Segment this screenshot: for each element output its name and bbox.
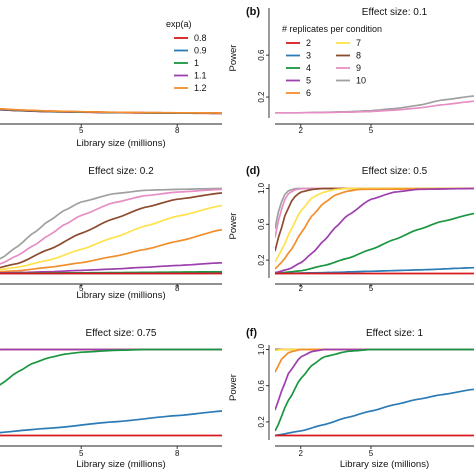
x-tick-label: 8	[175, 126, 180, 135]
series-line-10	[275, 187, 474, 229]
panel-title: Effect size: 0.2	[88, 166, 154, 177]
y-axis-label: Power	[228, 45, 239, 72]
y-tick-label: 0.6	[257, 49, 266, 61]
panel-label: (d)	[246, 165, 260, 177]
series-line-3	[275, 388, 474, 437]
panel-label: (b)	[246, 6, 260, 18]
series-group	[275, 348, 474, 437]
series-line-6	[275, 348, 474, 373]
series-line-9	[275, 187, 474, 238]
series-line-10	[0, 187, 222, 260]
y-tick-label: 1.0	[257, 343, 266, 355]
x-tick-label: 5	[79, 284, 84, 293]
panel-title: Effect size: 0.1	[362, 7, 428, 18]
series-group	[0, 348, 222, 437]
series-group	[0, 187, 222, 275]
series-line-1.2	[0, 107, 222, 114]
series-group	[275, 187, 474, 275]
x-axis-label: Library size (millions)	[340, 459, 429, 470]
x-tick-label: 2	[299, 284, 304, 293]
x-tick-label: 5	[369, 449, 374, 458]
series-line-4	[0, 348, 222, 386]
panel-title: Effect size: 0.5	[362, 166, 428, 177]
panel-title: Effect size: 0.75	[86, 328, 157, 339]
series-line-6	[275, 187, 474, 270]
x-tick-label: 5	[369, 284, 374, 293]
y-axis-label: Power	[228, 213, 239, 240]
legend-label: 3	[306, 51, 311, 61]
series-line-5	[0, 261, 222, 274]
legend-label: 1	[194, 58, 199, 68]
series-group	[0, 107, 222, 115]
x-axis-label: Library size (millions)	[76, 290, 165, 301]
x-tick-label: 5	[79, 449, 84, 458]
series-group	[275, 95, 474, 114]
series-line-7	[275, 187, 474, 263]
series-line-8	[0, 192, 222, 269]
series-line-7	[0, 204, 222, 271]
x-tick-label: 8	[175, 449, 180, 458]
legend-label: 10	[356, 76, 366, 86]
legend-label: 9	[356, 63, 361, 73]
panel-title: Effect size: 1	[366, 328, 424, 339]
series-line-9	[275, 100, 474, 114]
y-tick-label: 0.2	[257, 416, 266, 428]
x-tick-label: 5	[79, 126, 84, 135]
panel-1: 258Library size (millions)exp(a)0.80.911…	[0, 19, 222, 149]
panel-6: 2 5 0.2 0.6 1.0 Effect size: 1 (f) Library size…	[228, 327, 474, 470]
y-tick-label: 0.6	[257, 380, 266, 392]
legend: # replicates per condition 2 3 4 5 6 7 8 9 10	[282, 24, 382, 98]
series-line-4	[275, 348, 474, 432]
y-tick-label: 1.0	[257, 182, 266, 194]
y-tick-label: 0.2	[257, 254, 266, 266]
series-line-9	[0, 188, 222, 265]
legend-label: 0.8	[194, 33, 207, 43]
y-tick-label: 0.6	[257, 218, 266, 230]
series-line-6	[0, 228, 222, 273]
panel-2: 2 5 0.2 0.6 Effect size: 0.1 (b) Power # replic…	[228, 6, 474, 135]
legend-label: 1.1	[194, 71, 207, 81]
x-tick-label: 8	[175, 284, 180, 293]
legend-label: 2	[306, 38, 311, 48]
y-tick-label: 0.2	[257, 91, 266, 103]
legend-label: 4	[306, 63, 311, 73]
x-tick-label: 2	[299, 449, 304, 458]
series-line-5	[275, 348, 474, 411]
series-line-5	[275, 187, 474, 274]
series-line-3	[0, 410, 222, 434]
x-axis-label: Library size (millions)	[76, 138, 165, 149]
legend-label: 1.2	[194, 83, 207, 93]
series-line-4	[275, 212, 474, 275]
legend-label: 0.9	[194, 46, 207, 56]
legend-label: 8	[356, 51, 361, 61]
panel-label: (f)	[246, 327, 257, 339]
legend-label: 6	[306, 88, 311, 98]
legend-label: 7	[356, 38, 361, 48]
legend-label: 5	[306, 76, 311, 86]
x-tick-label: 2	[299, 126, 304, 135]
x-tick-label: 5	[369, 126, 374, 135]
legend-title: # replicates per condition	[282, 24, 382, 34]
y-axis-label: Power	[228, 374, 239, 401]
x-axis-label: Library size (millions)	[76, 459, 165, 470]
panel-4: 2 5 0.2 0.6 1.0 Effect size: 0.5 (d) Power	[228, 165, 474, 293]
legend-title: exp(a)	[166, 19, 192, 29]
legend: exp(a)0.8 0.9 1 1.1 1.2	[166, 19, 207, 93]
